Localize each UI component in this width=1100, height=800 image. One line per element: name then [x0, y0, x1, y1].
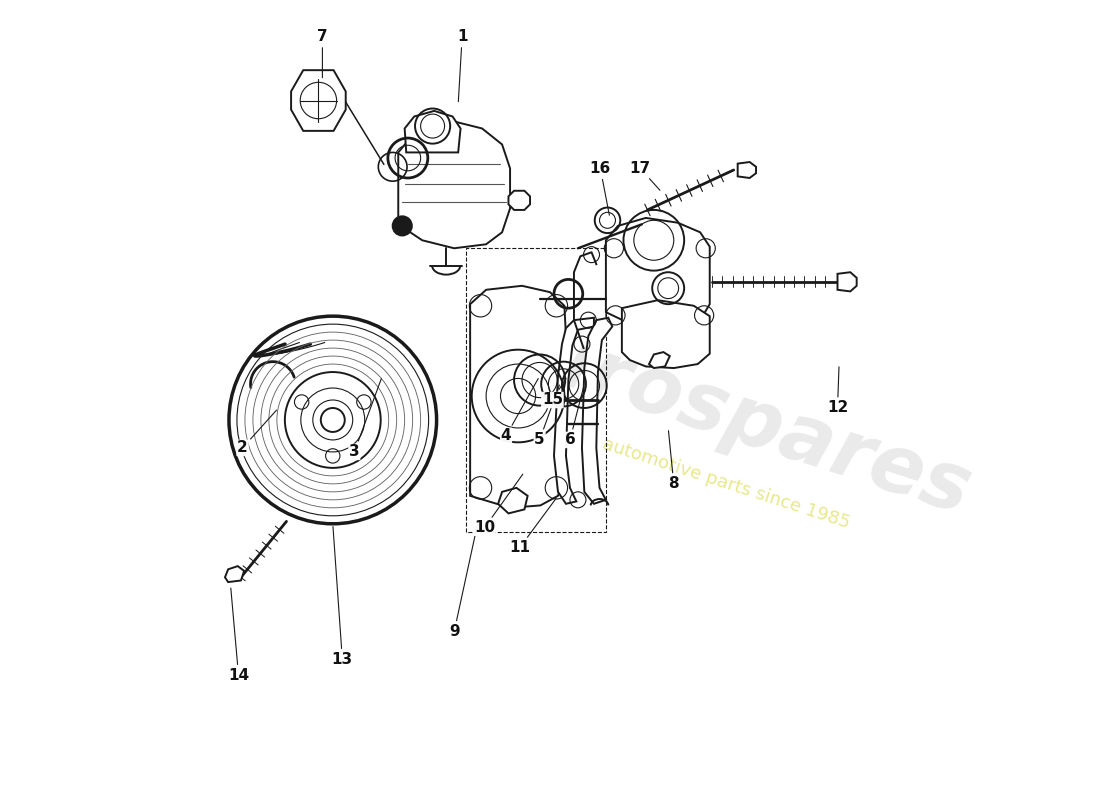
Text: 5: 5	[535, 385, 560, 447]
Polygon shape	[292, 70, 345, 131]
Text: 2: 2	[238, 410, 276, 455]
Polygon shape	[738, 162, 756, 178]
Text: 12: 12	[827, 367, 848, 415]
Polygon shape	[621, 300, 710, 368]
Polygon shape	[649, 352, 670, 368]
Text: 7: 7	[317, 29, 328, 78]
Text: 6: 6	[564, 386, 584, 447]
Text: 11: 11	[509, 498, 557, 555]
Text: automotive parts since 1985: automotive parts since 1985	[600, 435, 851, 533]
Polygon shape	[470, 286, 566, 508]
Text: eurospares: eurospares	[472, 300, 980, 532]
Text: 1: 1	[456, 29, 468, 102]
Text: 14: 14	[228, 588, 249, 683]
Text: 13: 13	[332, 526, 353, 667]
Text: 8: 8	[669, 430, 679, 491]
Text: 15: 15	[542, 378, 566, 407]
Polygon shape	[398, 121, 510, 248]
Polygon shape	[405, 111, 461, 153]
Text: 10: 10	[474, 474, 522, 535]
Text: 3: 3	[349, 378, 382, 459]
Polygon shape	[582, 318, 613, 504]
Polygon shape	[226, 566, 244, 582]
Text: 9: 9	[449, 524, 477, 639]
Text: 17: 17	[629, 161, 660, 190]
Polygon shape	[508, 190, 530, 210]
Text: 4: 4	[500, 378, 538, 443]
Polygon shape	[606, 218, 710, 328]
Polygon shape	[837, 272, 857, 291]
Circle shape	[393, 216, 411, 235]
Text: 16: 16	[590, 161, 610, 215]
Polygon shape	[554, 318, 594, 504]
Polygon shape	[498, 488, 528, 514]
